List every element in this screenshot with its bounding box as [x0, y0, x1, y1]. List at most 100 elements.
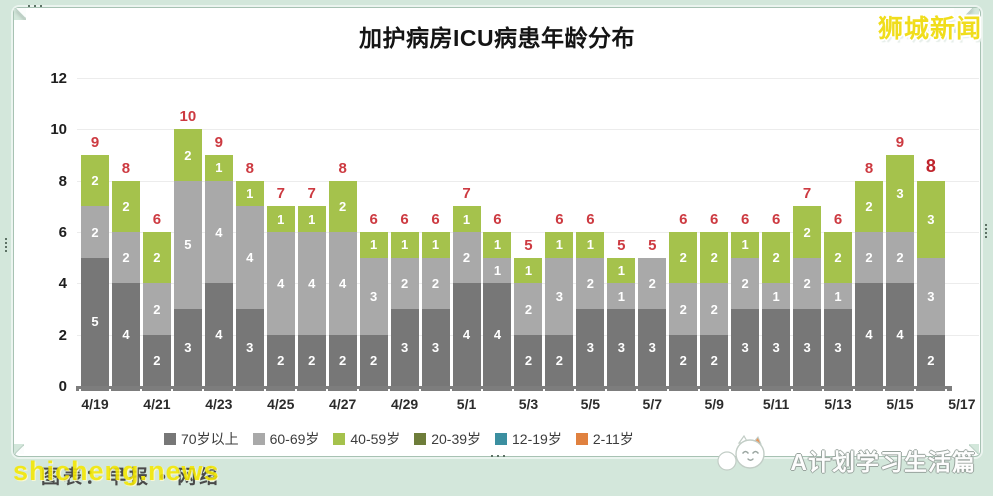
bar-segment: 4 — [297, 232, 326, 335]
axis-tick — [883, 389, 886, 392]
bar-segment: 1 — [390, 232, 419, 258]
bar-total-label: 8 — [121, 159, 131, 177]
y-axis-label: 4 — [58, 275, 67, 293]
bar-total-label: 8 — [864, 159, 874, 177]
bar-total-label: 10 — [179, 108, 197, 126]
bar-total-label: 6 — [586, 211, 595, 228]
legend-swatch — [414, 433, 427, 445]
bar-segment: 4 — [111, 283, 140, 386]
bar-segment: 4 — [483, 283, 512, 386]
y-axis-label: 0 — [58, 378, 67, 395]
site-watermark: shicheng.news — [13, 456, 220, 486]
x-axis-label: 5/3 — [518, 396, 539, 412]
bar-total-label: 6 — [400, 211, 409, 228]
axis-tick — [914, 389, 917, 392]
bar-segment: 2 — [885, 232, 914, 284]
bar-total-label: 6 — [555, 211, 564, 228]
axis-tick — [511, 389, 514, 392]
bar-segment: 2 — [700, 232, 729, 284]
bar-total-label: 5 — [617, 236, 626, 254]
bar-segment: 3 — [607, 309, 636, 386]
axis-tick — [666, 389, 669, 392]
bar-segment: 2 — [359, 334, 388, 386]
bar-segment: 2 — [514, 283, 543, 335]
axis-tick — [171, 389, 174, 392]
legend-label: 40-59岁 — [350, 431, 401, 447]
axis-tick — [573, 389, 576, 392]
axis-tick — [604, 389, 607, 392]
bar-segment: 5 — [81, 257, 109, 386]
axis-tick — [697, 389, 700, 392]
legend-item: 60-69岁 — [252, 429, 319, 449]
legend-item: 12-19岁 — [495, 429, 562, 449]
chart-card: 加护病房ICU病患年龄分布 0 2 4 6 8 10 12 5 2 2 9 4 2 2 8 2 2 2 6 3 5 2 10… — [13, 7, 981, 457]
bar-total-label: 6 — [152, 211, 162, 228]
bar-total-label: 6 — [431, 211, 440, 228]
bar-segment: 2 — [669, 283, 698, 335]
legend-label: 20-39岁 — [431, 431, 482, 447]
x-axis-label: 4/25 — [267, 396, 295, 412]
decoration-dots-right — [983, 222, 989, 240]
y-axis-label: 12 — [50, 70, 67, 87]
bar-segment: 3 — [359, 257, 388, 335]
bar-total-label: 6 — [679, 211, 688, 228]
bar-segment: 1 — [762, 283, 791, 309]
legend-item: 70岁以上 — [164, 429, 239, 449]
legend-swatch — [575, 433, 588, 445]
bar-segment: 2 — [700, 334, 729, 386]
source-caption: 图表：早报 • 网络 — [41, 467, 222, 488]
bar-segment: 2 — [421, 257, 450, 309]
bar-segment: 2 — [638, 257, 667, 309]
bar-segment: 4 — [235, 206, 264, 309]
bar-segment: 1 — [359, 232, 388, 258]
legend: 70岁以上 60-69岁 40-59岁 20-39岁 12-19岁 2-11岁 — [164, 429, 634, 449]
bar-segment: 4 — [452, 283, 481, 386]
axis-tick — [790, 389, 793, 392]
bar-segment: 2 — [855, 180, 883, 233]
y-axis-label: 2 — [58, 326, 67, 344]
x-axis-label: 5/7 — [642, 396, 662, 412]
x-axis-label: 5/5 — [580, 396, 601, 412]
x-axis-label: 5/13 — [824, 396, 852, 412]
bar-total-label: 6 — [771, 211, 781, 228]
bar-segment: 3 — [793, 309, 822, 386]
axis-tick — [264, 389, 267, 392]
x-axis-baseline — [76, 386, 952, 392]
bar-segment: 3 — [235, 309, 264, 386]
x-axis-label: 4/21 — [143, 396, 171, 412]
bar-segment: 2 — [81, 155, 109, 207]
bar-segment: 1 — [297, 206, 326, 233]
axis-tick — [945, 389, 948, 392]
axis-tick — [78, 389, 81, 392]
bar-segment: 2 — [328, 180, 357, 233]
bar-total-label: 8 — [245, 159, 254, 177]
bar-segment: 3 — [916, 180, 945, 258]
y-axis-label: 10 — [50, 121, 67, 139]
bar-segment: 1 — [607, 283, 636, 309]
bar-segment: 2 — [297, 334, 326, 386]
bar-segment: 2 — [390, 257, 419, 309]
bar-segment: 1 — [731, 232, 760, 258]
bar-segment: 3 — [731, 309, 760, 386]
bar-segment: 1 — [514, 257, 543, 284]
bar-total-label: 9 — [214, 134, 223, 151]
bar-segment: 2 — [142, 334, 171, 386]
bar-segment: 3 — [545, 257, 574, 335]
axis-tick — [635, 389, 638, 392]
bar-segment: 4 — [204, 180, 233, 284]
legend-swatch — [495, 433, 508, 445]
bar-segment: 2 — [793, 257, 822, 309]
bar-segment: 4 — [204, 283, 233, 386]
legend-item: 2-11岁 — [575, 429, 634, 449]
bar-segment: 2 — [142, 232, 171, 284]
legend-swatch — [252, 433, 265, 445]
